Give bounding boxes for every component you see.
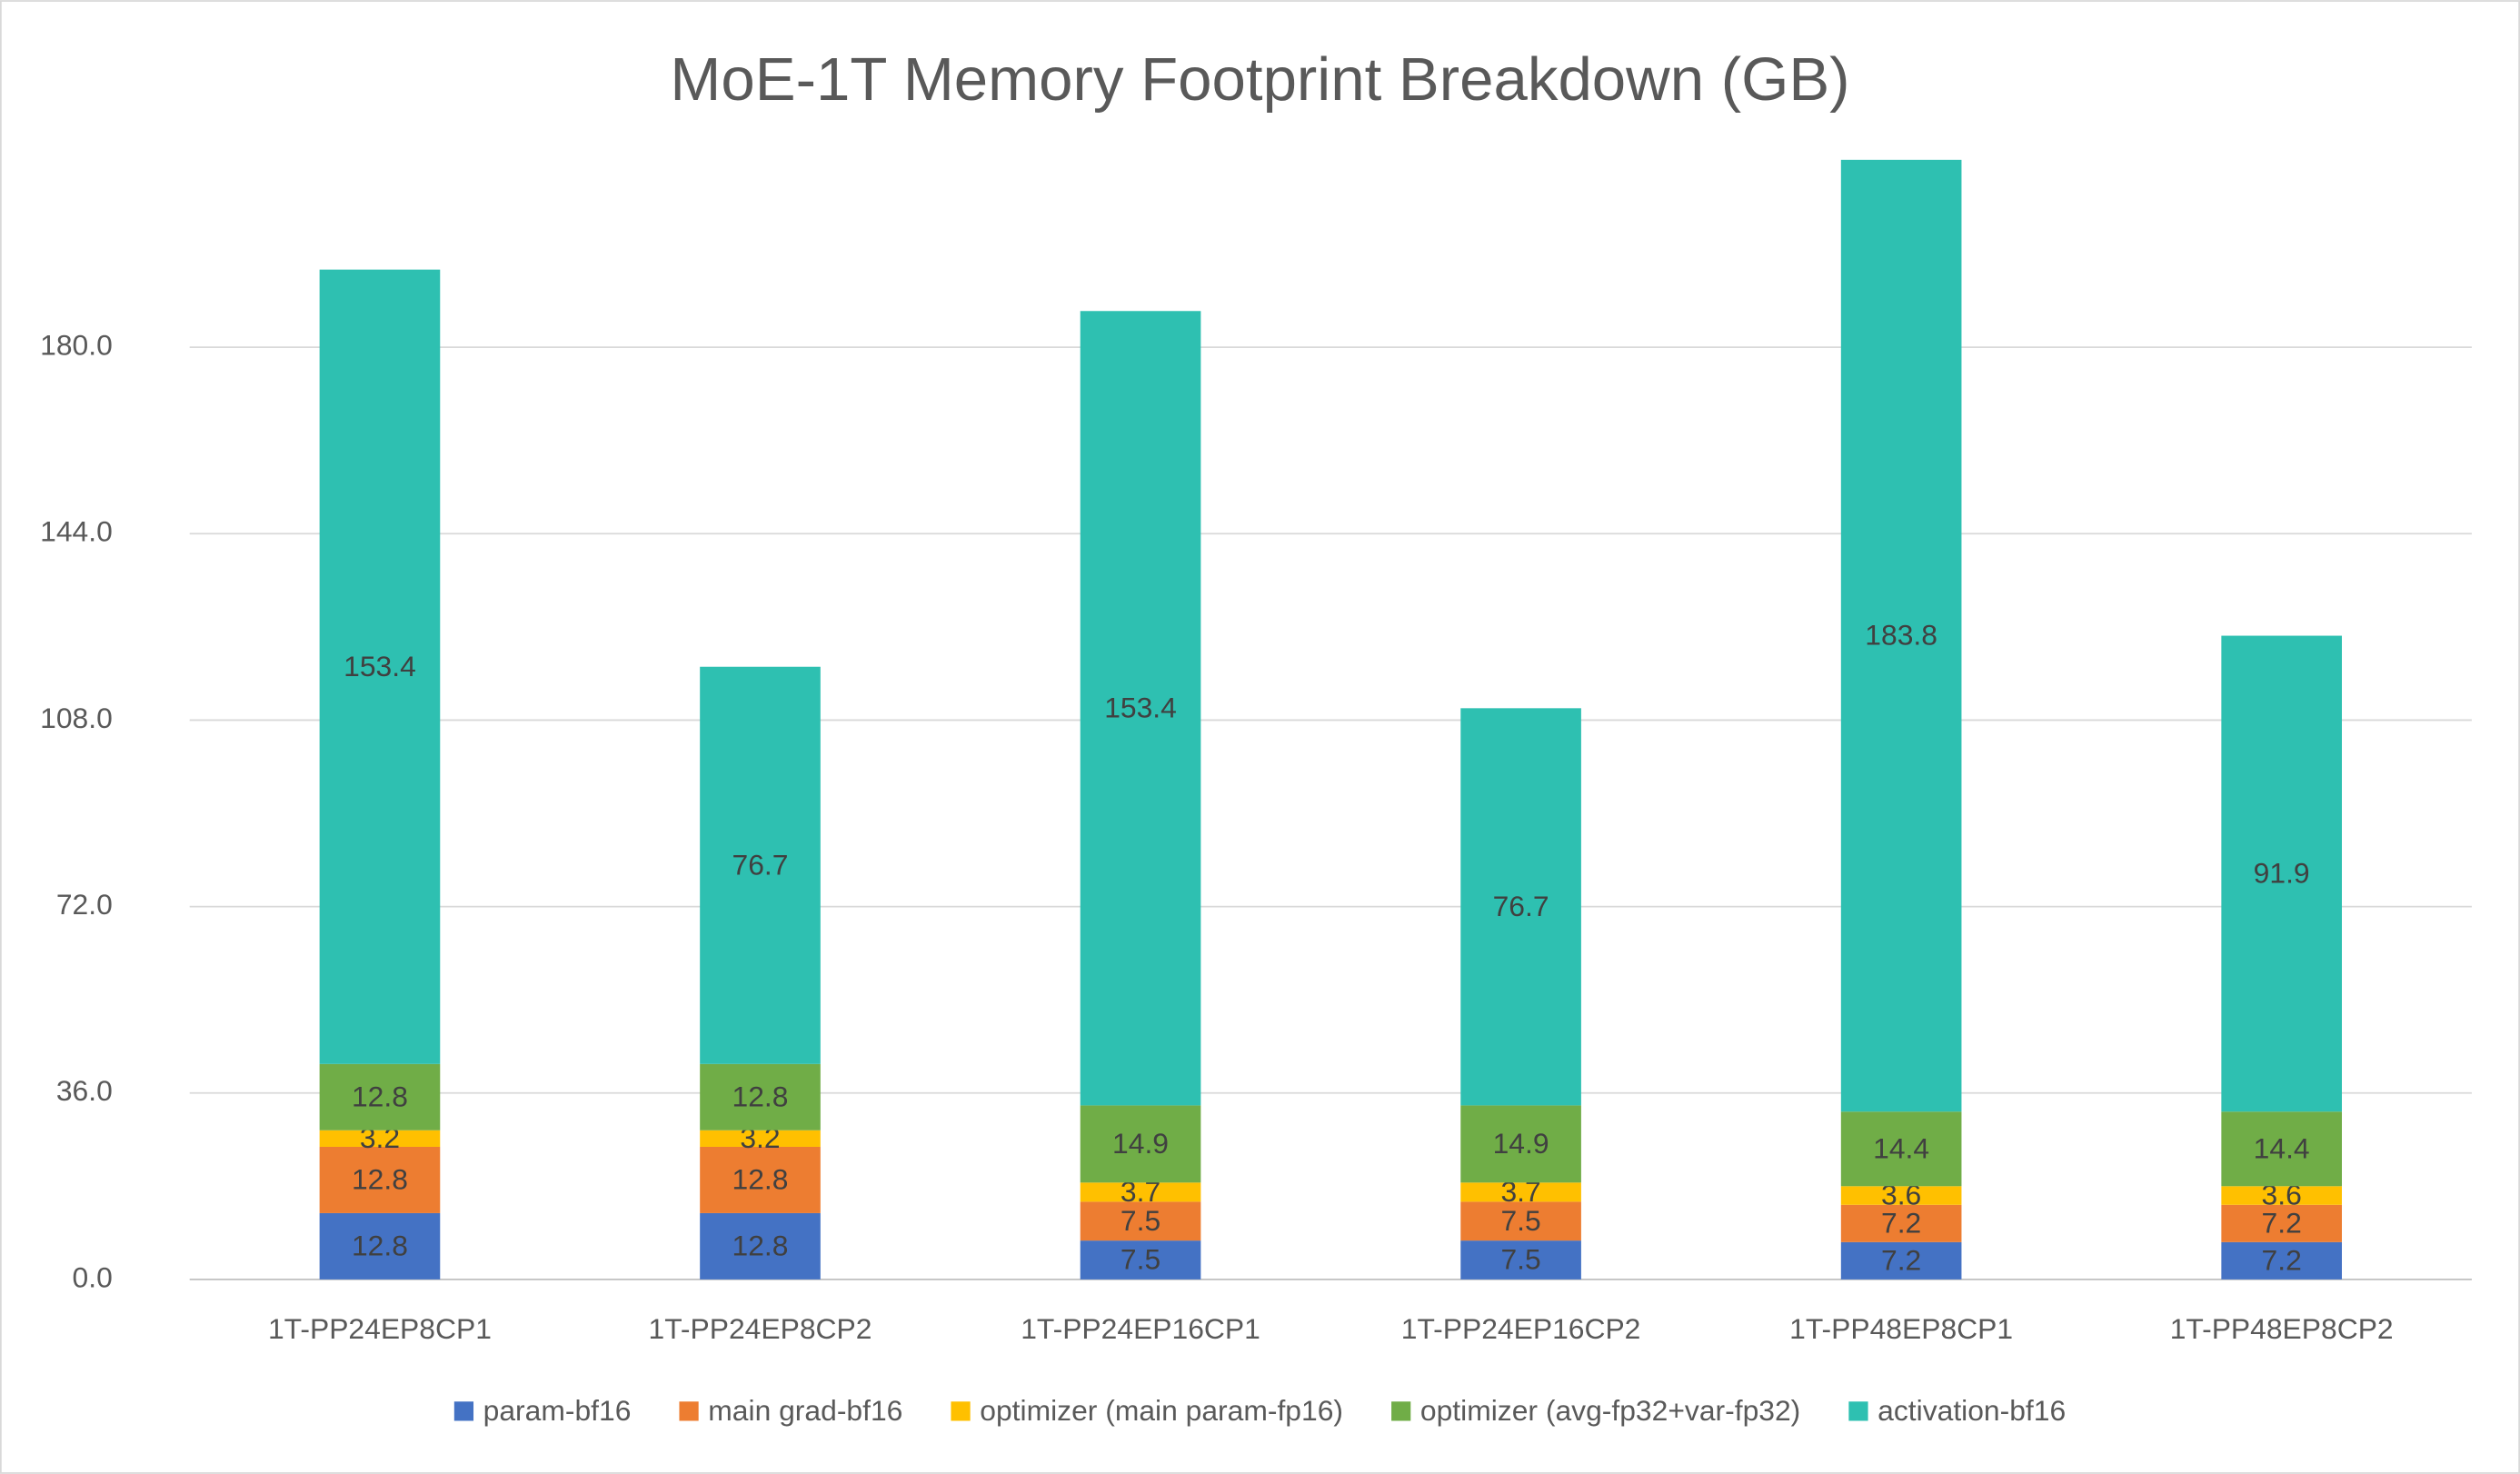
legend-label: main grad-bf16 (708, 1394, 902, 1427)
data-label: 12.8 (732, 1230, 789, 1262)
legend-swatch (679, 1401, 699, 1421)
bar-segment (1460, 708, 1581, 1106)
bar-segment (700, 666, 821, 1064)
bar-segment (319, 1146, 441, 1213)
y-tick-label: 108.0 (40, 702, 113, 734)
legend-swatch (1848, 1401, 1868, 1421)
data-label: 7.5 (1500, 1243, 1540, 1276)
bar-segment (2221, 635, 2342, 1112)
bar-segment (1840, 1111, 1962, 1187)
x-tick-label: 1T-PP24EP16CP2 (1401, 1312, 1641, 1345)
bar-segment (1080, 1201, 1201, 1241)
bar-segment (1840, 1241, 1962, 1280)
bar-segment (1460, 1182, 1581, 1202)
bar-segment (1840, 1204, 1962, 1242)
data-label: 12.8 (352, 1163, 408, 1196)
data-label: 7.2 (2262, 1206, 2302, 1239)
data-label: 14.9 (1112, 1127, 1169, 1160)
data-label: 14.9 (1493, 1127, 1549, 1160)
bar-segment (319, 1130, 441, 1147)
data-label: 7.2 (1881, 1206, 1921, 1239)
data-label: 153.4 (344, 650, 416, 682)
data-label: 7.5 (1121, 1243, 1160, 1276)
bar-segment (700, 1063, 821, 1130)
y-tick-label: 180.0 (40, 329, 113, 362)
bar-segment (2221, 1204, 2342, 1242)
x-tick-label: 1T-PP24EP8CP1 (268, 1312, 492, 1345)
bar-segment (1460, 1105, 1581, 1183)
y-tick-label: 144.0 (40, 515, 113, 548)
bar-segment (1840, 159, 1962, 1112)
x-tick-label: 1T-PP48EP8CP2 (2170, 1312, 2394, 1345)
data-label: 7.5 (1121, 1204, 1160, 1237)
bar-segment (1080, 1105, 1201, 1183)
data-label: 7.2 (1881, 1244, 1921, 1277)
legend-label: param-bf16 (483, 1394, 632, 1427)
data-label: 183.8 (1865, 619, 1937, 652)
bar-segment (700, 1130, 821, 1147)
bar-segment (1080, 311, 1201, 1106)
bar-segment (1080, 1182, 1201, 1202)
data-label: 7.2 (2262, 1244, 2302, 1277)
data-label: 14.4 (2254, 1131, 2310, 1164)
data-label: 12.8 (732, 1080, 789, 1112)
bar-segment (1460, 1240, 1581, 1280)
bar-segment (700, 1212, 821, 1280)
bar-segment (700, 1146, 821, 1213)
legend-label: activation-bf16 (1878, 1394, 2066, 1427)
x-tick-label: 1T-PP24EP16CP1 (1021, 1312, 1260, 1345)
data-label: 12.8 (352, 1080, 408, 1112)
data-label: 12.8 (732, 1163, 789, 1196)
legend-swatch (951, 1401, 971, 1421)
data-label: 91.9 (2254, 857, 2310, 890)
legend-label: optimizer (avg-fp32+var-fp32) (1420, 1394, 1800, 1427)
bar-segment (1460, 1201, 1581, 1241)
x-tick-label: 1T-PP24EP8CP2 (649, 1312, 872, 1345)
bar-segment (2221, 1186, 2342, 1205)
bar-segment (319, 269, 441, 1064)
x-tick-label: 1T-PP48EP8CP1 (1789, 1312, 2013, 1345)
y-tick-label: 36.0 (56, 1074, 113, 1107)
chart-title: MoE-1T Memory Footprint Breakdown (GB) (670, 45, 1849, 114)
bar-segment (2221, 1241, 2342, 1280)
bar-segment (1840, 1186, 1962, 1205)
data-label: 12.8 (352, 1230, 408, 1262)
data-label: 7.5 (1500, 1204, 1540, 1237)
bar-segment (2221, 1111, 2342, 1187)
legend-swatch (453, 1401, 474, 1421)
y-tick-label: 0.0 (73, 1260, 113, 1293)
legend-label: optimizer (main param-fp16) (980, 1394, 1343, 1427)
bar-segment (1080, 1240, 1201, 1280)
y-tick-label: 72.0 (56, 888, 113, 921)
data-label: 76.7 (1493, 890, 1549, 922)
data-label: 14.4 (1873, 1131, 1929, 1164)
data-label: 153.4 (1104, 691, 1177, 723)
legend-swatch (1391, 1401, 1411, 1421)
data-label: 76.7 (732, 848, 789, 881)
bar-segment (319, 1063, 441, 1130)
bar-segment (319, 1212, 441, 1280)
